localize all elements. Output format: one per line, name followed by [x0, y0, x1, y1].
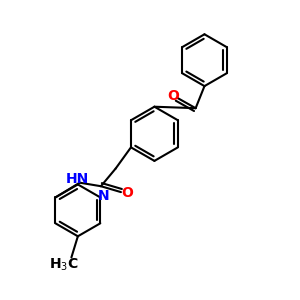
Text: H$_3$C: H$_3$C	[49, 256, 79, 273]
Text: O: O	[121, 186, 133, 200]
Text: O: O	[167, 89, 179, 103]
Text: HN: HN	[66, 172, 89, 186]
Text: N: N	[98, 189, 109, 202]
